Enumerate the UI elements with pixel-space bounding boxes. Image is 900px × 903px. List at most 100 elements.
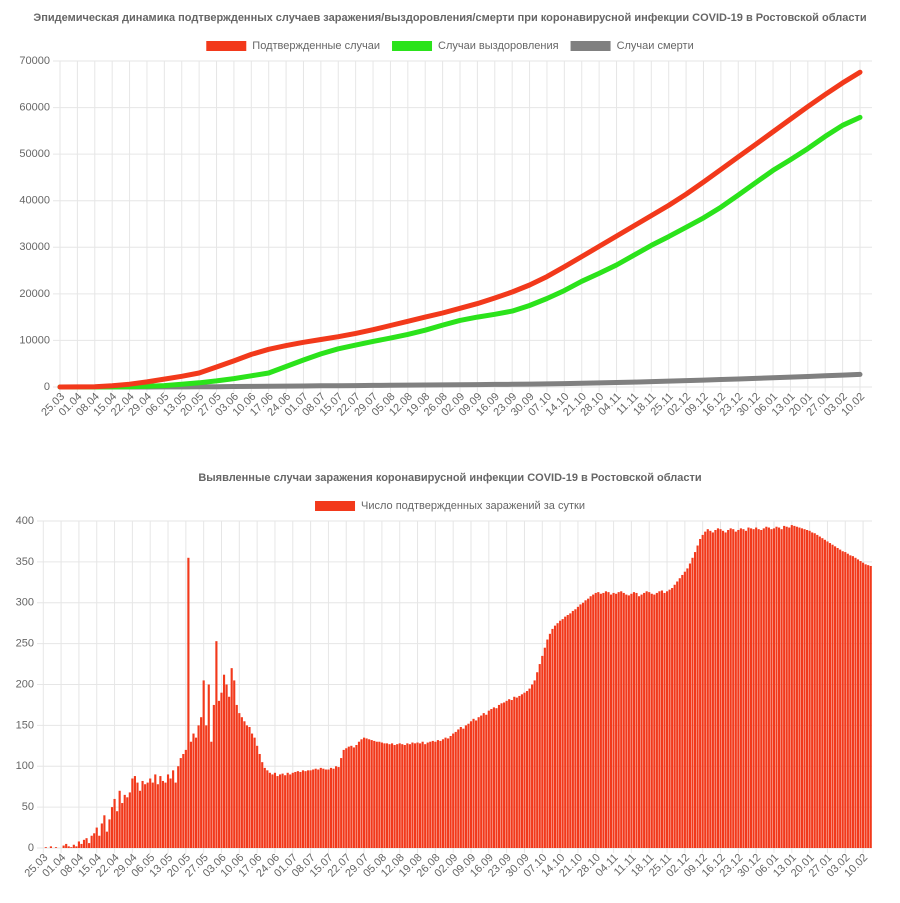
chart-title: Эпидемическая динамика подтвержденных сл…: [33, 12, 866, 24]
bar: [559, 620, 562, 848]
bar: [617, 592, 620, 848]
bar: [406, 743, 409, 848]
bar: [166, 774, 170, 848]
bar: [620, 591, 623, 848]
bar: [121, 803, 124, 848]
bar: [602, 592, 605, 848]
bar: [569, 613, 572, 848]
bar: [164, 782, 167, 848]
bar: [635, 592, 638, 848]
bar: [217, 700, 221, 848]
bar: [350, 745, 353, 848]
bar: [760, 529, 763, 848]
bar: [133, 776, 136, 848]
bar: [808, 530, 811, 848]
bar: [536, 672, 539, 848]
bar: [553, 625, 557, 848]
bar: [464, 725, 467, 848]
bar: [500, 703, 503, 848]
bar: [854, 557, 857, 848]
bar: [490, 709, 493, 848]
bar: [378, 741, 381, 848]
bar: [727, 529, 730, 848]
bar: [795, 526, 798, 848]
bar: [65, 843, 68, 848]
bar: [780, 529, 783, 848]
legend-swatch: [315, 501, 356, 511]
bar: [136, 782, 139, 848]
bar: [457, 729, 460, 848]
bar: [159, 776, 162, 848]
bar: [714, 529, 717, 848]
series-line: [57, 69, 863, 390]
bar: [309, 770, 312, 848]
bar: [584, 600, 587, 848]
bar: [413, 743, 417, 848]
y-tick-label: 100: [16, 760, 34, 772]
bar: [380, 742, 383, 848]
bar: [284, 775, 287, 848]
bar: [574, 609, 577, 848]
bar: [215, 641, 218, 848]
bar: [508, 699, 511, 848]
bar: [126, 797, 129, 848]
bar: [841, 551, 844, 848]
bar: [706, 529, 709, 848]
bar: [503, 702, 506, 848]
bar: [146, 782, 149, 848]
bar: [230, 668, 233, 848]
bar: [256, 745, 259, 848]
bar: [329, 767, 333, 848]
bar: [681, 574, 684, 848]
bar: [98, 835, 101, 848]
bar: [447, 738, 450, 848]
y-tick-label: 50000: [19, 148, 50, 160]
bar: [665, 591, 669, 848]
bar: [416, 742, 419, 848]
bar: [609, 594, 613, 848]
bar: [439, 740, 442, 848]
bar: [630, 593, 633, 848]
bar: [469, 721, 473, 848]
bar: [306, 770, 310, 848]
bar: [625, 594, 628, 848]
bar: [734, 531, 737, 848]
bar: [49, 846, 52, 848]
bar: [452, 733, 455, 848]
bar: [424, 744, 427, 848]
bar: [785, 526, 788, 848]
bar: [108, 819, 111, 848]
bar: [243, 721, 246, 848]
bar: [266, 770, 269, 848]
y-tick-label: 40000: [19, 195, 50, 207]
bar: [467, 723, 470, 848]
bar: [82, 839, 86, 848]
bar: [207, 684, 210, 848]
bar: [790, 525, 793, 848]
bar: [668, 589, 671, 848]
bar: [844, 552, 847, 848]
bar: [587, 598, 590, 848]
bar: [454, 731, 457, 848]
bar: [747, 527, 750, 848]
bar: [721, 530, 725, 848]
bar: [632, 592, 636, 848]
bar: [581, 602, 585, 848]
bar: [197, 725, 200, 848]
bar: [612, 592, 615, 848]
bar: [645, 591, 648, 848]
bar: [291, 772, 294, 848]
bar: [803, 529, 806, 848]
bar: [131, 778, 134, 848]
bar: [597, 592, 600, 848]
bar: [683, 571, 686, 848]
bar: [360, 739, 363, 848]
bar: [75, 846, 78, 848]
bar: [637, 596, 641, 848]
bar: [693, 552, 697, 848]
bar: [345, 748, 348, 848]
bar: [312, 769, 315, 848]
bar: [144, 784, 147, 848]
bar: [686, 568, 689, 848]
